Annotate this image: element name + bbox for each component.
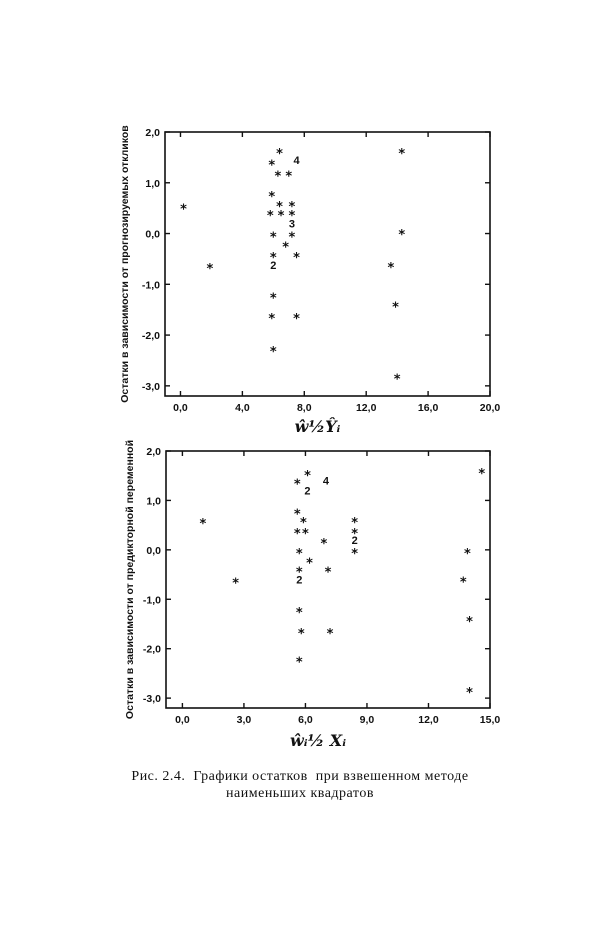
chart2-data-point: * <box>302 527 310 542</box>
chart1-data-point: * <box>293 312 301 327</box>
chart1-data-point: * <box>269 345 277 360</box>
chart2-data-point: * <box>299 516 307 531</box>
chart1-data-point: * <box>398 228 406 243</box>
chart1-data-point: * <box>274 170 282 185</box>
chart2-data-point: * <box>199 517 207 532</box>
chart1-x-tick-label: 20,0 <box>480 402 501 414</box>
caption-line-2: наименьших квадратов <box>226 786 374 801</box>
chart2-x-tick-label: 9,0 <box>360 714 375 726</box>
chart1-data-point: * <box>269 231 277 246</box>
chart1-marks: ***** ******** *** *** *******432 <box>180 147 406 388</box>
chart2-plot-frame <box>165 450 491 709</box>
chart1-y-tick-label: 1,0 <box>145 178 160 190</box>
chart1-data-point: * <box>387 261 395 276</box>
chart1-data-point: * <box>276 200 284 215</box>
chart2-data-point: * <box>293 527 301 542</box>
chart1-data-point: * <box>288 231 296 246</box>
chart1-y-tick-label: -1,0 <box>142 279 160 291</box>
chart1-svg: 0,0 4,0 8,0 12,0 16,0 20,0 2,0 1,0 0,0 -1,0 -2,0 -3… <box>119 125 500 436</box>
chart2-x-tick-label: 0,0 <box>175 714 190 726</box>
chart2-y-tick-label: -3,0 <box>143 693 161 705</box>
chart2-data-point: * <box>304 469 312 484</box>
chart1-plot-frame <box>164 131 491 397</box>
chart1-data-point: * <box>285 170 293 185</box>
chart2-point-count-label: 2 <box>304 486 310 498</box>
chart1-data-point: * <box>277 209 285 224</box>
chart1-data-point: * <box>282 241 290 256</box>
chart1-axes: 0,0 4,0 8,0 12,0 16,0 20,0 2,0 1,0 0,0 -1,0 -2,0 -3… <box>119 125 500 436</box>
chart1-data-point: * <box>268 190 276 205</box>
chart1-data-point: * <box>392 301 400 316</box>
chart2-data-point: * <box>466 686 474 701</box>
chart1-data-point: * <box>393 373 401 388</box>
chart1-data-point: * <box>398 147 406 162</box>
chart2-data-point: * <box>297 627 305 642</box>
residuals-vs-predicted-chart: 0,0 4,0 8,0 12,0 16,0 20,0 2,0 1,0 0,0 -1,0 -2,0 -3… <box>0 118 600 448</box>
chart1-x-tick-label: 0,0 <box>173 402 188 414</box>
chart2-data-point: * <box>351 527 359 542</box>
chart2-x-tick-label: 15,0 <box>480 714 501 726</box>
chart1-y-tick-label: -2,0 <box>142 330 160 342</box>
chart2-data-point: * <box>295 656 303 671</box>
chart1-data-point: * <box>269 251 277 266</box>
chart2-x-tick-label: 12,0 <box>418 714 439 726</box>
chart1-data-point: * <box>276 147 284 162</box>
chart2-point-count-label: 2 <box>296 575 302 587</box>
chart1-x-tick-label: 16,0 <box>418 402 439 414</box>
chart2-x-axis-label: ŵᵢ½ Xᵢ <box>290 731 346 750</box>
chart1-point-count-label: 4 <box>293 155 300 167</box>
chart2-svg: 0,0 3,0 6,0 9,0 12,0 15,0 2,0 1,0 0,0 -1,0 -2,0 -3,… <box>124 440 500 750</box>
chart1-data-point: * <box>206 262 214 277</box>
chart2-y-tick-label: -1,0 <box>143 594 161 606</box>
residuals-vs-predictor-chart: 0,0 3,0 6,0 9,0 12,0 15,0 2,0 1,0 0,0 -1,0 -2,0 -3,… <box>0 440 600 760</box>
chart1-data-point: * <box>180 203 188 218</box>
chart2-y-tick-label: -2,0 <box>143 644 161 656</box>
chart1-data-point: * <box>288 209 296 224</box>
chart2-y-tick-label: 0,0 <box>146 545 161 557</box>
chart1-data-point: * <box>268 158 276 173</box>
chart2-data-point: * <box>351 516 359 531</box>
figure-caption: Рис. 2.4. Графики остатков при взвешенно… <box>0 768 600 802</box>
chart1-point-count-label: 2 <box>270 260 276 272</box>
chart2-data-point: * <box>293 478 301 493</box>
chart2-y-tick-label: 1,0 <box>146 495 161 507</box>
chart2-x-tick-label: 3,0 <box>237 714 252 726</box>
chart1-x-tick-label: 4,0 <box>235 402 250 414</box>
caption-line-1: Рис. 2.4. Графики остатков при взвешенно… <box>131 769 469 784</box>
chart2-data-point: * <box>232 577 240 592</box>
chart1-y-tick-label: 0,0 <box>145 229 160 241</box>
chart2-data-point: * <box>320 537 328 552</box>
chart2-data-point: * <box>293 507 301 522</box>
chart1-x-tick-label: 12,0 <box>356 402 377 414</box>
chart1-x-axis-label: ŵ½Ŷᵢ <box>295 416 341 436</box>
chart2-data-point: * <box>326 627 334 642</box>
chart2-data-point: * <box>295 547 303 562</box>
chart1-y-tick-label: -3,0 <box>142 381 160 393</box>
chart1-data-point: * <box>266 209 274 224</box>
chart2-y-tick-label: 2,0 <box>146 446 161 458</box>
chart1-y-tick-label: 2,0 <box>145 127 160 139</box>
chart1-x-tick-label: 8,0 <box>297 402 312 414</box>
chart2-data-point: * <box>478 467 486 482</box>
chart2-y-axis-label: Остатки в зависимости от предикторной пе… <box>124 440 136 719</box>
chart1-data-point: * <box>293 251 301 266</box>
chart2-point-count-label: 2 <box>352 535 358 547</box>
chart2-data-point: * <box>459 576 467 591</box>
chart1-y-axis-label: Остатки в зависимости от прогнозируемых … <box>119 125 131 403</box>
chart2-data-point: * <box>464 547 472 562</box>
chart1-data-point: * <box>288 200 296 215</box>
chart1-data-point: * <box>269 291 277 306</box>
chart2-data-point: * <box>295 566 303 581</box>
chart2-data-point: * <box>306 557 314 572</box>
chart1-point-count-label: 3 <box>289 218 295 230</box>
chart2-x-tick-label: 6,0 <box>298 714 313 726</box>
chart1-data-point: * <box>268 312 276 327</box>
chart2-data-point: * <box>324 566 332 581</box>
chart2-axes: 0,0 3,0 6,0 9,0 12,0 15,0 2,0 1,0 0,0 -1,0 -2,0 -3,… <box>124 440 500 750</box>
chart2-point-count-label: 4 <box>323 476 330 488</box>
chart2-data-point: * <box>466 615 474 630</box>
chart2-data-point: * <box>295 606 303 621</box>
chart2-data-point: * <box>351 547 359 562</box>
